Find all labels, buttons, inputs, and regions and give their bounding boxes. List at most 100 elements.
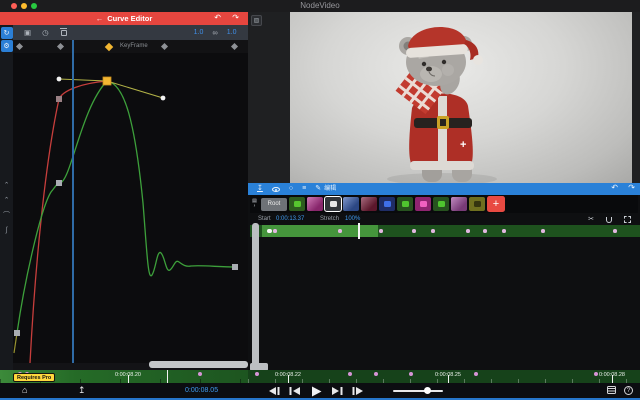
keyframe-diamond[interactable] [15,42,24,51]
film-icon[interactable] [607,386,616,394]
visibility-eye-icon[interactable] [271,186,280,192]
ease-preset-icon[interactable]: ⌃ [3,182,10,189]
ruler-keyframe-dot[interactable] [348,372,352,376]
next-keyframe-icon[interactable] [352,386,364,396]
clip-thumbnail[interactable] [323,195,343,213]
transport-bar: ⌂ ↥ 0:00:08.05 ? [0,383,640,398]
timeline-playhead[interactable] [358,223,360,239]
ruler-ticks [0,379,248,383]
keyframe-diamond[interactable] [104,42,114,51]
next-frame-icon[interactable] [331,386,343,396]
ruler-keyframe-dot[interactable] [198,372,202,376]
curve-canvas[interactable] [13,53,248,364]
back-icon[interactable]: ← [95,14,104,23]
minimize-window-button[interactable] [21,3,27,9]
clip-thumbnail[interactable] [415,197,431,211]
undo-icon[interactable]: ↶ [214,13,221,22]
ruler-keyframe-dot[interactable] [374,372,378,376]
clip-thumbnail[interactable] [433,197,449,211]
layer-panel-icon[interactable]: ▤ › [252,198,257,209]
ruler-keyframe-dot[interactable] [474,372,478,376]
keyframe-diamond[interactable] [160,42,169,51]
clip-thumbnail[interactable] [289,197,305,211]
zoom-window-button[interactable] [31,3,37,9]
curve-playhead[interactable] [72,40,74,363]
redo-icon[interactable]: ↷ [232,13,239,22]
home-icon[interactable]: ⌂ [22,385,28,395]
snap-magnet-icon[interactable] [606,216,612,223]
circle-icon[interactable]: ○ [288,185,294,192]
track-keyframe-dot[interactable] [267,228,272,233]
edit-label[interactable]: 编辑 [324,186,337,192]
clip-thumbnail[interactable] [361,197,377,211]
window-title: NodeVideo [300,1,340,10]
ruler-time-label: 0:00:08.28 [599,372,625,378]
value-left[interactable]: 1.0 [193,29,204,36]
track-keyframe-dot[interactable] [466,229,470,233]
edit-pencil-icon[interactable]: ✎ [315,185,322,192]
frame-icon[interactable]: ▣ [24,28,32,37]
ruler-keyframe-dot[interactable] [255,372,259,376]
close-window-button[interactable] [11,3,17,9]
track-keyframe-dot[interactable] [613,229,617,233]
root-button[interactable]: Root [261,197,287,211]
timeline-track[interactable] [250,223,640,239]
anchor-crosshair-icon[interactable]: + [460,139,467,151]
scissors-icon[interactable]: ✂ [588,216,594,223]
settings-gear-icon[interactable]: ⚙ [0,40,13,52]
track-keyframe-dot[interactable] [273,229,277,233]
trash-icon[interactable] [60,28,68,36]
prev-keyframe-icon[interactable] [268,386,280,396]
speed-slider[interactable] [393,387,443,394]
value-right[interactable]: 1.0 [226,29,237,36]
track-keyframe-dot[interactable] [541,229,545,233]
current-time: 0:00:08.05 [185,387,219,394]
timeline-undo-icon[interactable]: ↶ [611,183,618,192]
stretch-value[interactable]: 100% [345,216,361,222]
keyframe-diamond[interactable] [56,42,65,51]
menu-icon[interactable]: ≡ [302,185,307,192]
curve-horizontal-scrollbar[interactable] [149,361,248,368]
play-button-icon[interactable] [310,386,322,397]
ease-preset-icon[interactable]: ʃ [5,227,8,234]
add-clip-button[interactable]: + [487,196,505,212]
curve-ruler[interactable]: 0:00:08.20 Requires Pro [0,370,248,383]
track-keyframe-dot[interactable] [431,229,435,233]
slider-knob[interactable] [424,387,431,394]
ruler-keyframe-dot[interactable] [409,372,413,376]
ruler-keyframe-dot[interactable] [594,372,598,376]
link-icon[interactable]: ∞ [212,28,218,37]
start-value[interactable]: 0:00:13.37 [276,216,305,222]
track-keyframe-dot[interactable] [412,229,416,233]
prev-frame-icon[interactable] [289,386,301,396]
timeline-ruler[interactable]: 0:00:08.22 0:00:08.25 0:00:08.28 [248,370,640,383]
clip-thumbnail[interactable] [451,197,467,211]
active-clip-segment[interactable] [262,225,378,237]
preview-pin-icon[interactable]: ▨ [251,15,262,26]
track-keyframe-dot[interactable] [502,229,506,233]
video-frame[interactable]: + [290,12,632,185]
history-icon[interactable]: ◷ [42,28,49,37]
clip-thumbnail[interactable] [379,197,395,211]
help-icon[interactable]: ? [624,385,633,395]
import-icon[interactable]: ↧ [257,185,263,192]
requires-pro-badge: Requires Pro [13,372,56,382]
clip-thumbnail[interactable] [469,197,485,211]
ruler-label-tick [448,375,449,383]
ease-preset-icon[interactable]: ⌒ [3,212,10,219]
track-keyframe-dot[interactable] [379,229,383,233]
keyframe-row: KeyFrame [13,40,248,53]
timeline-header: ↧ ○ ≡ ✎ 编辑 ↶ ↷ [248,183,640,195]
track-keyframe-dot[interactable] [338,229,342,233]
clip-thumbnail[interactable] [397,197,413,211]
timeline-vertical-scrollbar[interactable] [250,223,268,371]
keyframe-diamond[interactable] [230,42,239,51]
clip-thumbnail[interactable] [343,197,359,211]
clip-thumbnail[interactable] [307,197,323,211]
timeline-redo-icon[interactable]: ↷ [628,183,635,192]
ease-preset-icon[interactable]: ⌃ [3,197,10,204]
export-icon[interactable]: ↥ [78,385,86,395]
track-keyframe-dot[interactable] [483,229,487,233]
history-panel-icon[interactable]: ↻ [0,27,13,39]
marquee-select-icon[interactable] [624,216,631,223]
